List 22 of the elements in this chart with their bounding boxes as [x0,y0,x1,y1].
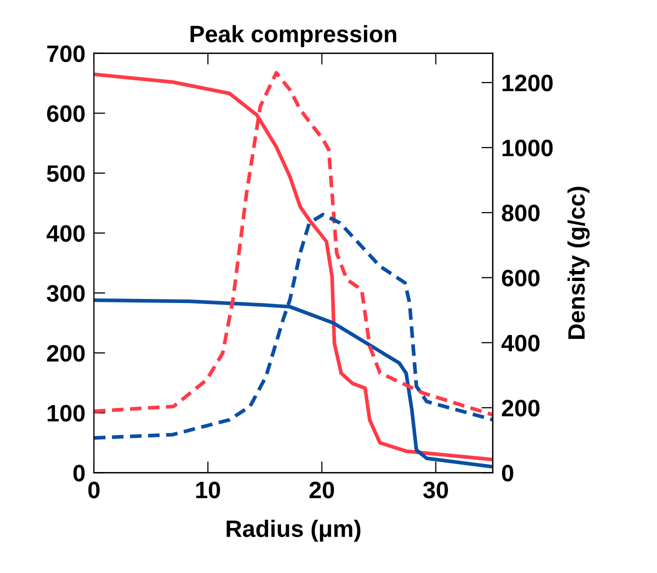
x-tick-label: 30 [423,482,448,498]
y2-tick-label: 1200 [502,74,553,92]
y2-tick-label: 200 [502,400,540,416]
x-tick-label: 20 [310,482,334,498]
y-tick-label: 600 [47,105,85,122]
y-tick-label: 0 [73,464,85,482]
y-tick-label: 300 [46,285,85,302]
y2-tick-label: 800 [502,204,540,222]
y-tick-label: 400 [46,225,85,242]
y2-tick-label: 1000 [502,140,553,156]
y-tick-label: 500 [46,165,85,182]
y2-tick-label: 600 [502,270,540,286]
x-tick-label: 10 [196,482,220,498]
chart-title: Peak compression [190,25,396,48]
x-tick-label: 0 [88,482,100,498]
x-axis-title: Radius (μm) [226,520,360,542]
y-tick-label: 200 [47,344,85,362]
y-tick-label: 100 [48,404,85,422]
y2-axis-title: Density (g/cc) [567,186,590,339]
y2-tick-label: 400 [501,334,540,352]
y2-tick-label: 0 [502,464,514,482]
y-tick-label: 700 [47,45,85,62]
